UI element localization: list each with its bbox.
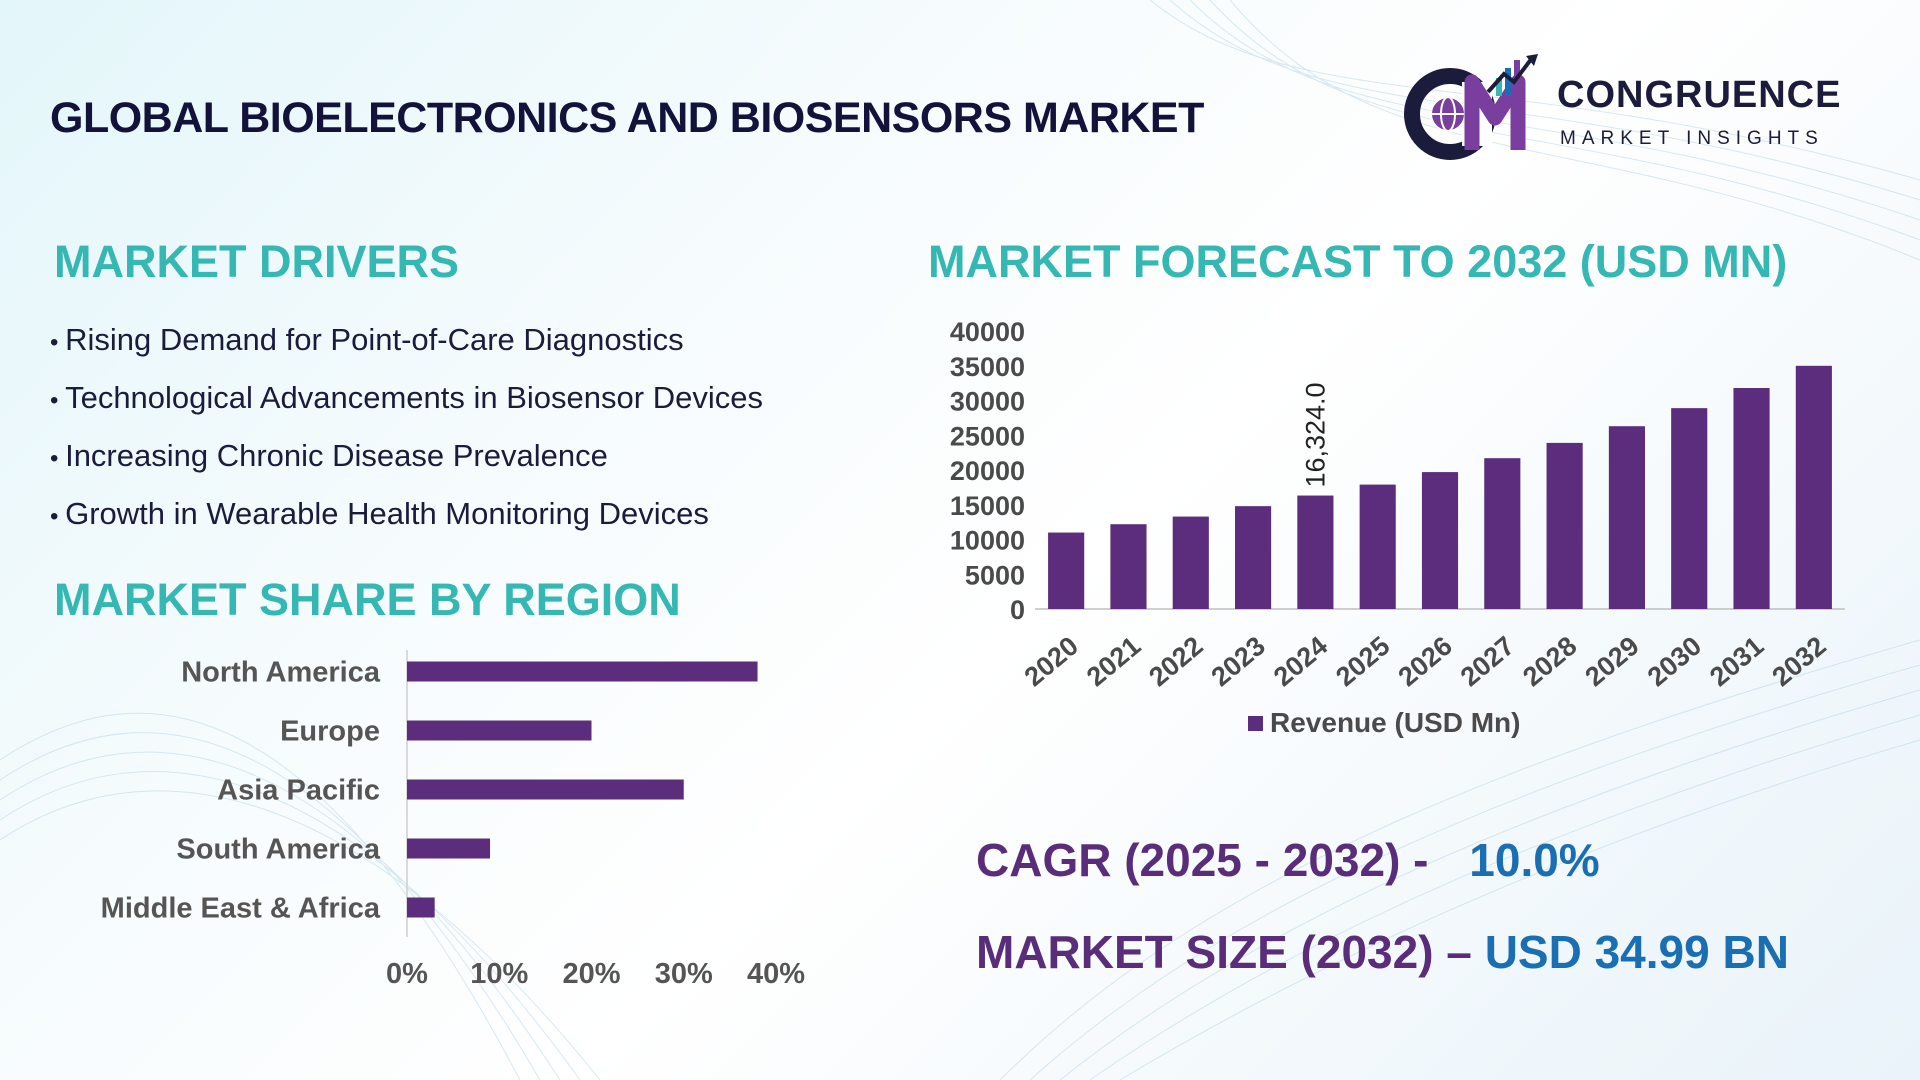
data-label: 16,324.0 [1300, 382, 1330, 487]
y-tick-label: 15000 [950, 491, 1025, 521]
driver-item: Increasing Chronic Disease Prevalence [50, 438, 763, 474]
x-tick-label: 30% [655, 958, 713, 990]
y-tick-label: 10000 [950, 526, 1025, 556]
x-tick-label: 2028 [1517, 631, 1582, 693]
y-tick-label: 35000 [950, 352, 1025, 382]
cagr-stat: CAGR (2025 - 2032) - 10.0% [976, 833, 1600, 887]
x-tick-label: 10% [470, 958, 528, 990]
bar-middle-east-africa [407, 897, 435, 918]
forecast-title: MARKET FORECAST TO 2032 (USD MN) [928, 236, 1788, 287]
category-label: Middle East & Africa [101, 893, 381, 925]
x-tick-label: 2024 [1268, 631, 1333, 693]
x-tick-label: 20% [562, 958, 620, 990]
y-tick-label: 20000 [950, 456, 1025, 486]
x-tick-label: 2026 [1393, 631, 1458, 693]
market-size-label: MARKET SIZE (2032) – [976, 926, 1472, 978]
drivers-title: MARKET DRIVERS [54, 236, 460, 287]
x-tick-label: 2020 [1019, 631, 1084, 693]
x-tick-label: 0% [386, 958, 428, 990]
driver-item: Growth in Wearable Health Monitoring Dev… [50, 496, 763, 532]
y-tick-label: 30000 [950, 387, 1025, 417]
logo-subtext: MARKET INSIGHTS [1560, 128, 1824, 149]
bar-north-america [407, 661, 758, 682]
x-tick-label: 2023 [1206, 631, 1271, 693]
bar-asia-pacific [407, 779, 684, 800]
legend-label: Revenue (USD Mn) [1270, 707, 1520, 738]
bar-2020 [1048, 532, 1085, 609]
legend-swatch [1248, 716, 1263, 731]
forecast-bar-chart: 0 5000 10000 15000 20000 25000 30000 35000 40000… [950, 317, 1845, 738]
x-tick-label: 2021 [1081, 631, 1146, 693]
driver-item: Rising Demand for Point-of-Care Diagnost… [50, 322, 763, 358]
y-tick-label: 25000 [950, 421, 1025, 451]
logo-text: CONGRUENCE [1557, 74, 1842, 116]
bar-2021 [1110, 524, 1147, 609]
category-label: Europe [280, 716, 380, 748]
bar-2032 [1795, 365, 1832, 609]
bar-south-america [407, 838, 491, 859]
page-title: GLOBAL BIOELECTRONICS AND BIOSENSORS MAR… [50, 94, 1204, 142]
driver-item: Technological Advancements in Biosensor … [50, 380, 763, 416]
bar-2025 [1359, 484, 1396, 609]
bar-2028 [1546, 442, 1583, 609]
company-logo: CONGRUENCE MARKET INSIGHTS [1400, 52, 1870, 162]
region-title: MARKET SHARE BY REGION [54, 574, 681, 625]
bar-2027 [1484, 458, 1521, 609]
cagr-label: CAGR (2025 - 2032) - [976, 834, 1429, 886]
x-tick-label: 40% [747, 958, 805, 990]
bar-2023 [1235, 506, 1272, 609]
region-bar-chart: North America Europe Asia Pacific South Ame… [101, 650, 805, 990]
logo-mark-icon [1404, 54, 1538, 160]
x-tick-label: 2031 [1704, 631, 1769, 693]
bar-2030 [1671, 408, 1708, 609]
x-tick-label: 2027 [1455, 631, 1520, 693]
bar-2022 [1172, 516, 1209, 609]
y-tick-label: 5000 [965, 560, 1025, 590]
x-tick-label: 2030 [1642, 631, 1707, 693]
x-tick-label: 2032 [1766, 631, 1831, 693]
category-label: South America [176, 834, 380, 866]
x-tick-label: 2022 [1143, 631, 1208, 693]
x-tick-label: 2025 [1330, 631, 1395, 693]
bar-2026 [1421, 472, 1459, 609]
x-tick-label: 2029 [1579, 631, 1644, 693]
bar-2031 [1733, 387, 1770, 609]
category-label: Asia Pacific [217, 775, 380, 807]
y-tick-label: 40000 [950, 317, 1025, 347]
bar-2024 [1297, 495, 1334, 609]
y-tick-label: 0 [1010, 595, 1025, 625]
category-label: North America [181, 657, 381, 689]
bar-europe [407, 720, 592, 741]
drivers-list: Rising Demand for Point-of-Care Diagnost… [50, 322, 763, 554]
market-size-stat: MARKET SIZE (2032) – USD 34.99 BN [976, 925, 1789, 979]
cagr-value: 10.0% [1469, 834, 1600, 886]
market-size-value: USD 34.99 BN [1484, 926, 1789, 978]
bar-2029 [1608, 426, 1645, 609]
